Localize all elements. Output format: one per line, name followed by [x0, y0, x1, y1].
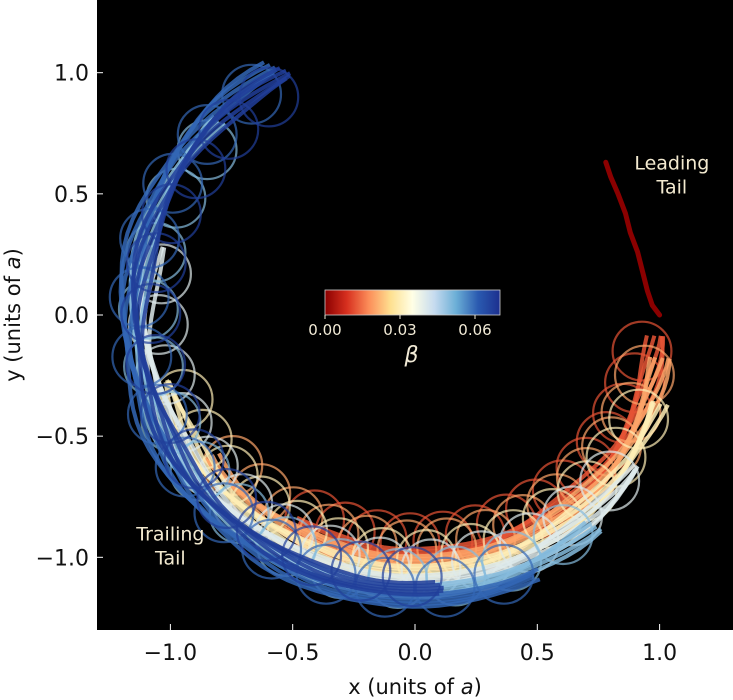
stream-loop	[126, 383, 188, 445]
x-tick-label: −0.5	[266, 641, 319, 666]
colorbar-tick-label: 0.03	[383, 321, 416, 339]
colorbar-gradient	[324, 289, 501, 316]
colorbar-ticks: 0.00 0.03 0.06	[308, 315, 492, 339]
x-axis-label-suffix: )	[474, 675, 482, 699]
annotation-line: Tail	[154, 547, 186, 569]
stream-loop	[600, 381, 662, 443]
stream-loop	[532, 504, 594, 566]
y-axis-label-suffix: )	[1, 248, 25, 256]
leading-tail-line	[603, 159, 663, 318]
annotation-line: Leading	[634, 153, 709, 175]
stream-loop	[608, 388, 670, 450]
colorbar-tick-label: 0.00	[308, 321, 341, 339]
x-axis-label-prefix: x (units of	[348, 675, 461, 699]
y-axis-label: y (units of a)	[1, 248, 25, 382]
annotation: Trailing Tail	[135, 523, 204, 569]
stream-loop	[613, 344, 675, 406]
stream-arcs	[108, 60, 675, 618]
stream-loop	[221, 63, 283, 125]
stream-loop	[176, 103, 238, 165]
y-axis-ticks: 1.0 0.5 0.0 −0.5 −1.0	[36, 62, 103, 571]
colorbar-label: β	[403, 343, 418, 368]
x-tick-label: −1.0	[144, 641, 197, 666]
y-tick-label: 0.0	[54, 304, 89, 329]
stream-loop	[579, 450, 641, 512]
stream-loop	[125, 334, 187, 396]
stream-line	[131, 66, 440, 597]
stream-loop	[235, 500, 297, 562]
x-tick-label: 1.0	[642, 641, 677, 666]
y-tick-label: 1.0	[54, 62, 89, 87]
stream-loop	[120, 283, 182, 345]
stream-loop	[198, 98, 260, 160]
x-tick-label: 0.0	[398, 641, 433, 666]
x-axis-label: x (units of a)	[348, 675, 482, 699]
y-tick-label: 0.5	[54, 183, 89, 208]
stream-loop	[125, 232, 187, 294]
stream-loop	[330, 540, 392, 602]
y-axis-label-prefix: y (units of	[1, 269, 25, 382]
stream-loop	[611, 320, 673, 382]
stream-loop	[238, 66, 300, 128]
annotation-line: Trailing	[135, 523, 204, 545]
leading-tail-stream	[603, 159, 663, 318]
x-axis-label-italic: a	[461, 675, 474, 699]
colorbar-tick-label: 0.06	[458, 321, 491, 339]
x-axis-ticks: −1.0 −0.5 0.0 0.5 1.0	[144, 624, 677, 666]
stream-loop	[165, 138, 227, 200]
y-tick-label: −0.5	[36, 425, 89, 450]
colorbar: 0.00 0.03 0.06 β	[308, 289, 501, 368]
stream-loop	[381, 546, 443, 608]
stream-loop	[473, 543, 535, 605]
stream-loop	[139, 383, 201, 445]
stream-band	[120, 66, 444, 608]
x-tick-label: 0.5	[520, 641, 555, 666]
annotation-line: Tail	[656, 177, 688, 199]
stream-loop	[196, 468, 258, 530]
stream-loop	[142, 152, 204, 214]
y-axis-label-italic: a	[1, 256, 25, 269]
y-tick-label: −1.0	[36, 546, 89, 571]
annotation: Leading Tail	[634, 153, 709, 199]
